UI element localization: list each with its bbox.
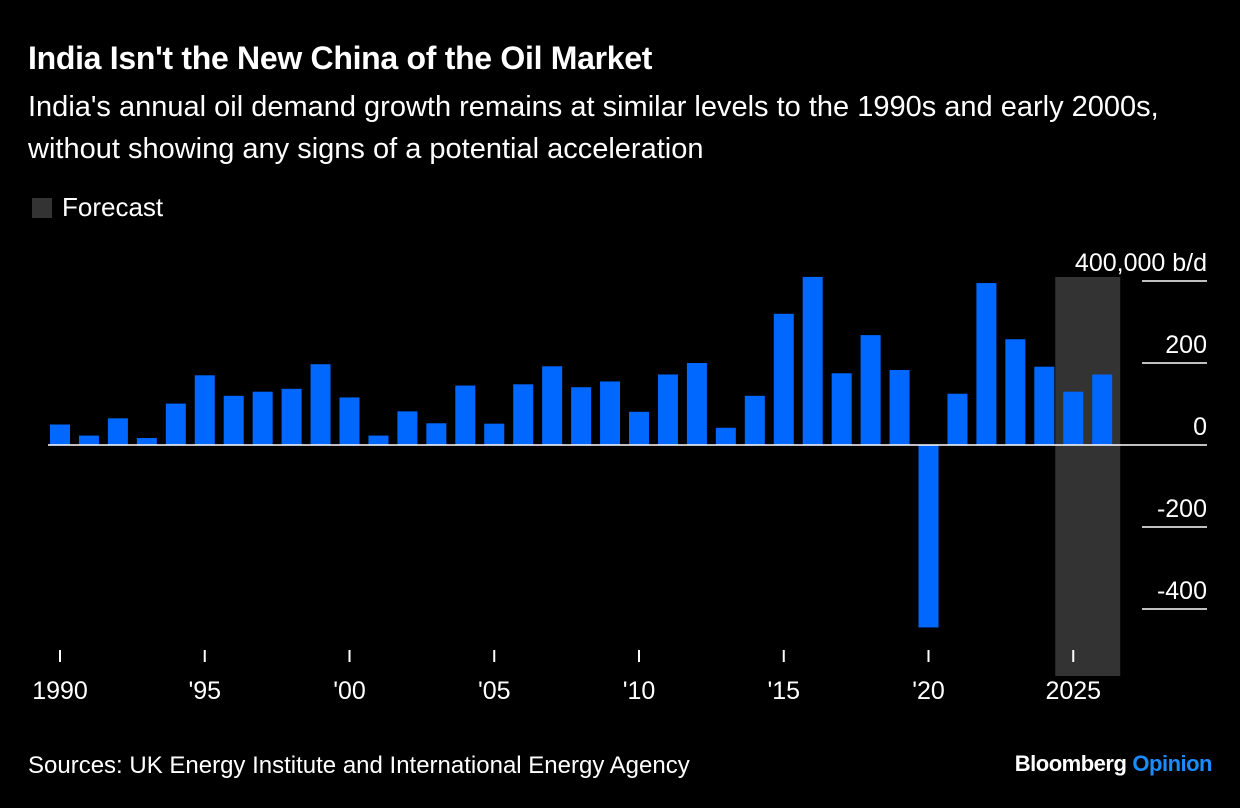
- bar: [484, 423, 505, 445]
- bar: [629, 411, 649, 445]
- bar: [310, 364, 331, 445]
- bar: [368, 435, 389, 445]
- legend-label-forecast: Forecast: [62, 192, 164, 222]
- x-tick-label: '05: [478, 677, 511, 705]
- y-tick-label: -400: [1157, 577, 1207, 605]
- y-tick-label: 0: [1193, 413, 1207, 441]
- brand-section: Opinion: [1132, 751, 1212, 776]
- x-tick-label: '10: [623, 677, 656, 705]
- x-tick-label: 1990: [32, 677, 88, 705]
- bar: [194, 375, 215, 445]
- bar: [802, 276, 823, 445]
- bar: [1034, 366, 1055, 445]
- bar: [744, 395, 765, 445]
- bar: [252, 391, 273, 445]
- bar: [947, 393, 968, 445]
- bar: [107, 418, 128, 445]
- y-tick-label: -200: [1157, 495, 1207, 523]
- bar: [1092, 374, 1113, 445]
- bar: [860, 335, 881, 445]
- chart-subtitle: India's annual oil demand growth remains…: [28, 91, 1159, 165]
- x-tick-label: '15: [767, 677, 800, 705]
- bar: [686, 363, 707, 445]
- bar: [455, 385, 476, 445]
- bar: [426, 423, 447, 445]
- bar: [136, 438, 157, 445]
- x-tick-label: '00: [333, 677, 366, 705]
- bar: [281, 388, 302, 445]
- bar: [50, 424, 70, 445]
- brand-name: Bloomberg: [1014, 751, 1127, 776]
- bar: [1063, 391, 1084, 445]
- bar: [339, 397, 360, 445]
- bar: [223, 395, 244, 445]
- y-tick-label: 200: [1165, 331, 1207, 359]
- bar: [831, 373, 852, 445]
- chart-title: India Isn't the New China of the Oil Mar…: [28, 40, 653, 76]
- source-note: Sources: UK Energy Institute and Interna…: [28, 752, 690, 779]
- legend: Forecast: [32, 192, 163, 223]
- bloomberg-opinion-logo: Bloomberg Opinion: [1014, 751, 1213, 777]
- x-tick-label: '20: [912, 677, 945, 705]
- bar: [889, 369, 910, 445]
- bar: [542, 366, 563, 445]
- bar: [976, 283, 997, 445]
- bar: [1005, 339, 1026, 445]
- bar: [657, 374, 678, 445]
- legend-swatch-forecast: [32, 197, 52, 218]
- bar: [600, 381, 621, 445]
- x-tick-label: '95: [188, 677, 221, 705]
- forecast-band: [1055, 277, 1121, 676]
- bar: [165, 403, 186, 445]
- bar: [78, 435, 99, 445]
- bar: [773, 313, 794, 445]
- bar: [918, 445, 939, 628]
- bar: [397, 411, 418, 445]
- bar: [715, 427, 736, 445]
- bar: [513, 384, 534, 445]
- y-tick-label: 400,000 b/d: [1075, 249, 1207, 277]
- bar: [571, 387, 592, 445]
- x-tick-label: 2025: [1045, 677, 1101, 705]
